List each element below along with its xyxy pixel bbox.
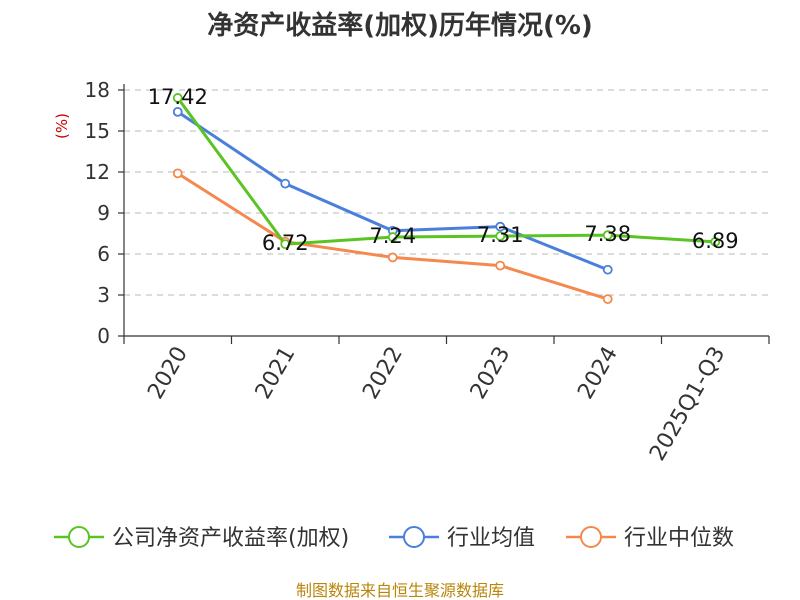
legend-marker-1 — [403, 526, 425, 548]
x-tick-label-2022: 2022 — [358, 343, 408, 404]
y-tick-label-6: 6 — [97, 242, 110, 266]
y-tick-label-15: 15 — [85, 119, 110, 143]
series-1-point-0 — [172, 106, 183, 117]
series-0-point-5 — [710, 236, 721, 247]
y-tick-label-12: 12 — [85, 160, 110, 184]
series-2-point-2 — [387, 252, 398, 263]
series-2-point-0 — [172, 168, 183, 179]
data-label-2024: 7.38 — [584, 222, 631, 246]
legend: 公司净资产收益率(加权) 行业均值 行业中位数 — [54, 526, 734, 551]
legend-label-2: 行业中位数 — [624, 526, 734, 551]
chart-title: 净资产收益率(加权)历年情况(%) — [207, 10, 593, 41]
series-1-point-1 — [280, 178, 291, 189]
y-tick-label-18: 18 — [85, 78, 110, 102]
x-tick-label-2021: 2021 — [251, 343, 301, 404]
series-2-point-4 — [602, 294, 613, 305]
legend-item-1: 行业均值 — [389, 526, 535, 551]
x-tick-label-2023: 2023 — [466, 343, 516, 404]
series-0-point-2 — [387, 232, 398, 242]
axes: 0 3 6 9 12 15 18 2020 2021 2022 2023 2024 2025Q1-Q3 — [85, 78, 770, 466]
series-0-point-3 — [495, 231, 506, 241]
series-0-point-1 — [280, 239, 291, 250]
y-axis-unit-label: (%) — [53, 113, 71, 139]
legend-item-2: 行业中位数 — [566, 526, 734, 551]
series-lines — [172, 93, 721, 305]
data-label-2021: 6.72 — [262, 231, 309, 255]
series-0 — [172, 93, 721, 250]
x-tick-label-2024: 2024 — [573, 343, 623, 404]
source-note: 制图数据来自恒生聚源数据库 — [296, 581, 504, 600]
y-tick-label-9: 9 — [97, 201, 110, 225]
x-tick-label-2020: 2020 — [143, 343, 193, 404]
series-2-point-3 — [495, 260, 506, 271]
series-0-point-4 — [602, 230, 613, 241]
legend-marker-2 — [580, 526, 602, 548]
y-tick-label-0: 0 — [97, 324, 110, 348]
series-1-point-4 — [602, 264, 613, 275]
y-tick-label-3: 3 — [97, 283, 110, 307]
series-1 — [172, 106, 613, 275]
series-1-point-3 — [495, 221, 506, 232]
data-label-2023: 7.31 — [477, 223, 524, 247]
legend-item-0: 公司净资产收益率(加权) — [54, 526, 349, 551]
legend-marker-0 — [68, 526, 90, 548]
x-tick-label-2025Q1-Q3: 2025Q1-Q3 — [645, 343, 730, 466]
data-label-2022: 7.24 — [369, 224, 416, 248]
data-label-2025Q1-Q3: 6.89 — [692, 229, 739, 253]
legend-label-1: 行业均值 — [447, 526, 535, 551]
data-label-2020: 17.42 — [148, 85, 208, 109]
legend-label-0: 公司净资产收益率(加权) — [112, 526, 349, 551]
grid-lines — [124, 89, 769, 296]
data-labels: 17.42 6.72 7.24 7.31 7.38 6.89 — [148, 85, 739, 255]
series-line-0 — [176, 97, 716, 246]
series-0-point-0 — [172, 93, 183, 103]
